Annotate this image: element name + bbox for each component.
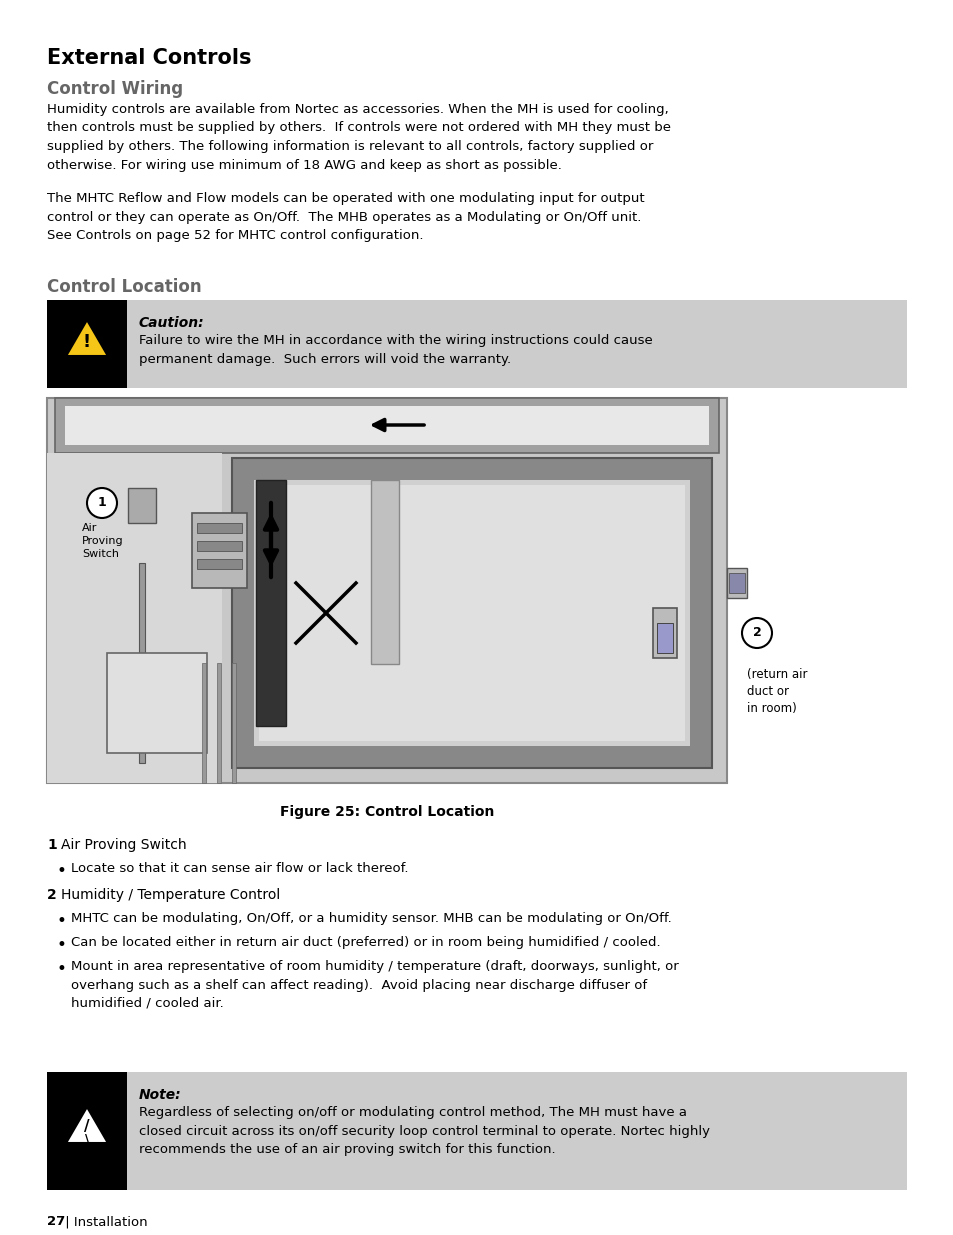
Bar (657, 622, 672, 653)
Text: Mount in area representative of room humidity / temperature (draft, doorways, su: Mount in area representative of room hum… (71, 960, 678, 1010)
Text: Regardless of selecting on/off or modulating control method, The MH must have a
: Regardless of selecting on/off or modula… (139, 1107, 709, 1156)
Bar (232, 663, 235, 783)
Text: Control Location: Control Location (47, 278, 201, 296)
Polygon shape (66, 1107, 108, 1144)
Bar (55, 398, 719, 453)
Polygon shape (66, 320, 108, 356)
Text: The MHTC Reflow and Flow models can be operated with one modulating input for ou: The MHTC Reflow and Flow models can be o… (47, 191, 644, 242)
Bar (255, 480, 286, 726)
Bar (128, 488, 156, 522)
Bar (107, 653, 207, 753)
Bar (202, 663, 206, 783)
Bar (47, 398, 726, 783)
Bar (232, 458, 711, 768)
Text: Air Proving Switch: Air Proving Switch (61, 839, 187, 852)
Bar (652, 608, 677, 658)
Text: 2: 2 (47, 888, 56, 902)
Text: Humidity / Temperature Control: Humidity / Temperature Control (61, 888, 280, 902)
Text: 2: 2 (752, 626, 760, 640)
Bar (728, 573, 744, 593)
Bar (139, 563, 145, 763)
Circle shape (741, 618, 771, 648)
Bar (726, 568, 746, 598)
Text: MHTC can be modulating, On/Off, or a humidity sensor. MHB can be modulating or O: MHTC can be modulating, On/Off, or a hum… (71, 911, 671, 925)
Text: •: • (57, 862, 67, 881)
Text: Locate so that it can sense air flow or lack thereof.: Locate so that it can sense air flow or … (71, 862, 408, 876)
Text: Humidity controls are available from Nortec as accessories. When the MH is used : Humidity controls are available from Nor… (47, 103, 670, 172)
Bar (47, 1072, 127, 1191)
Bar (196, 559, 242, 569)
Bar (196, 522, 242, 534)
Text: Can be located either in return air duct (preferred) or in room being humidified: Can be located either in return air duct… (71, 936, 659, 948)
Text: •: • (57, 936, 67, 953)
Circle shape (87, 488, 117, 517)
Text: •: • (57, 960, 67, 978)
Bar (258, 485, 684, 741)
Bar (192, 513, 247, 588)
Text: 27: 27 (47, 1215, 65, 1228)
Text: | Installation: | Installation (61, 1215, 148, 1228)
Text: External Controls: External Controls (47, 48, 252, 68)
Text: Figure 25: Control Location: Figure 25: Control Location (279, 805, 494, 819)
Bar (253, 480, 689, 746)
Bar (47, 300, 906, 388)
Text: 1: 1 (97, 496, 107, 510)
Bar (47, 1072, 906, 1191)
Text: 1: 1 (47, 839, 56, 852)
Text: •: • (57, 911, 67, 930)
Bar (196, 541, 242, 551)
Text: \: \ (85, 1132, 90, 1146)
Text: Air
Proving
Switch: Air Proving Switch (82, 522, 124, 559)
Text: Caution:: Caution: (139, 316, 204, 330)
Bar (47, 300, 127, 388)
Bar (47, 453, 222, 783)
Bar (65, 406, 708, 445)
Bar (216, 663, 221, 783)
Text: !: ! (83, 333, 91, 351)
Text: Note:: Note: (139, 1088, 181, 1102)
Text: /: / (84, 1119, 90, 1135)
Text: (return air
duct or
in room): (return air duct or in room) (746, 668, 806, 715)
Bar (371, 480, 398, 664)
Text: Control Wiring: Control Wiring (47, 80, 183, 98)
Text: Failure to wire the MH in accordance with the wiring instructions could cause
pe: Failure to wire the MH in accordance wit… (139, 333, 652, 366)
